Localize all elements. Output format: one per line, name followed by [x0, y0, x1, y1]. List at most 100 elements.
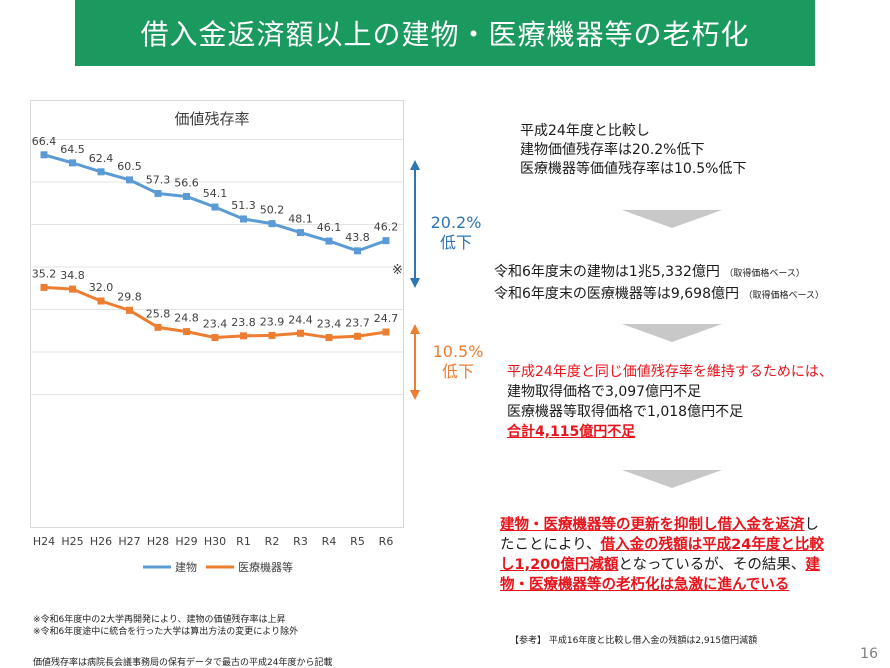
building-decline-label: 低下 [440, 233, 472, 252]
x-tick-label: R5 [350, 535, 365, 548]
x-tick-label: R2 [265, 535, 280, 548]
x-tick-label: R1 [236, 535, 251, 548]
conclusion-block: 建物・医療機器等の更新を抑制し借入金を返済し たことにより、借入金の残額は平成2… [500, 515, 824, 595]
source-note: 価値残存率は病院長会議事務局の保有データで最古の平成24年度から記載 [33, 658, 333, 668]
data-point [297, 229, 304, 237]
summary-line: 平成24年度と比較し [520, 123, 650, 139]
data-label: 24.7 [374, 312, 399, 325]
chart-legend: 建物 医療機器等 [143, 560, 293, 574]
conclusion-text-emph: 建物・医療機器等の更新を抑制し借入金を返済 [500, 517, 805, 533]
data-label: 23.4 [317, 318, 342, 331]
conclusion-line-2: たことにより、借入金の残額は平成24年度と比較 [500, 535, 824, 555]
data-label: 46.1 [317, 221, 342, 234]
chart-gridlines [30, 139, 403, 395]
data-point [268, 331, 276, 339]
page-number: 16 [860, 646, 878, 662]
data-label: 43.8 [345, 231, 370, 244]
x-tick-label: H30 [204, 535, 226, 548]
data-point [211, 203, 219, 211]
data-label: 24.8 [174, 312, 199, 325]
equipment-decline-pct: 10.5% [433, 342, 484, 361]
data-label: 46.2 [374, 221, 399, 234]
data-point [240, 332, 247, 340]
equipment-value-note: （取得価格ベース） [743, 291, 825, 301]
x-tick-label: H25 [61, 535, 83, 548]
data-label: 35.2 [32, 267, 57, 280]
conclusion-text-emph: 建 [805, 557, 820, 573]
shortfall-block: 平成24年度と同じ価値残存率を維持するためには、 建物取得価格で3,097億円不… [507, 362, 833, 442]
data-point [325, 334, 333, 342]
data-label: 29.8 [117, 290, 142, 303]
shortfall-heading: 平成24年度と同じ価値残存率を維持するためには、 [507, 364, 833, 380]
data-point [325, 237, 333, 245]
summary-line: 医療機器等価値残存率は10.5%低下 [520, 161, 747, 177]
data-point [154, 189, 162, 197]
shortfall-equipment: 医療機器等取得価格で1,018億円不足 [507, 404, 744, 420]
title-bar: 借入金返済額以上の建物・医療機器等の老朽化 [75, 0, 815, 66]
data-point [382, 328, 390, 336]
x-axis-labels: H24 H25 H26 H27 H28 H29 H30 R1 R2 R3 R4 R5 R6 [33, 535, 393, 548]
data-point [183, 192, 190, 200]
footnote-2: ※令和6年度途中に統合を行った大学は算出方法の変更により除外 [33, 627, 299, 637]
conclusion-text: し [804, 517, 820, 533]
data-label: 56.6 [174, 176, 199, 189]
data-label: 23.9 [260, 315, 285, 328]
chart-frame [30, 100, 404, 528]
x-tick-label: H29 [175, 535, 197, 548]
conclusion-text: となっているが、その結果、 [618, 557, 806, 573]
building-value-note: （取得価格ベース） [724, 269, 805, 279]
data-label: 57.3 [146, 173, 171, 186]
data-point [69, 285, 76, 293]
data-point [354, 332, 361, 340]
shortfall-total: 合計4,115億円不足 [507, 424, 636, 440]
conclusion-line-1: 建物・医療機器等の更新を抑制し借入金を返済し [500, 515, 824, 535]
data-label: 34.8 [60, 269, 85, 282]
data-point [126, 176, 133, 184]
building-value-line: 令和6年度末の建物は1兆5,332億円 （取得価格ベース） [494, 262, 824, 284]
data-label: 23.4 [203, 318, 228, 331]
conclusion-line-4: 物・医療機器等の老朽化は急激に進んでいる [500, 575, 824, 595]
data-point [69, 159, 76, 167]
conclusion-text-emph: し1,200億円減額 [500, 557, 619, 573]
data-point [183, 328, 190, 336]
data-point [126, 306, 133, 314]
data-label: 54.1 [203, 187, 228, 200]
data-point [268, 220, 276, 228]
x-tick-label: R4 [322, 535, 337, 548]
slide-title: 借入金返済額以上の建物・医療機器等の老朽化 [140, 18, 750, 51]
data-point [97, 168, 105, 176]
flow-arrow-3 [622, 470, 722, 488]
x-tick-label: H28 [147, 535, 169, 548]
building-decline-pct: 20.2% [431, 213, 482, 232]
data-label: 24.4 [288, 313, 313, 326]
building-value-text: 令和6年度末の建物は1兆5,332億円 [494, 264, 720, 280]
data-label: 25.8 [146, 307, 171, 320]
legend-label-building: 建物 [175, 560, 197, 574]
decline-annotations: 20.2% 低下 ※ 10.5% 低下 [392, 160, 483, 400]
conclusion-line-3: し1,200億円減額となっているが、その結果、建 [500, 555, 824, 575]
x-tick-label: R6 [379, 535, 394, 548]
conclusion-text-emph: 物・医療機器等の老朽化は急激に進んでいる [500, 577, 790, 593]
summary-line: 建物価値残存率は20.2%低下 [520, 142, 705, 158]
equipment-arrow-head-top [410, 324, 420, 334]
data-label: 66.4 [32, 135, 57, 148]
data-point [354, 247, 361, 255]
legend-label-equipment: 医療機器等 [238, 560, 293, 574]
data-point [297, 329, 304, 337]
data-label: 60.5 [117, 160, 142, 173]
equipment-value-text: 令和6年度末の医療機器等は9,698億円 [494, 286, 739, 302]
data-point [40, 283, 48, 291]
data-label: 32.0 [89, 281, 114, 294]
conclusion-text-emph: 借入金の残額は平成24年度と比較 [600, 537, 824, 553]
data-label: 48.1 [288, 213, 313, 226]
data-point [40, 151, 48, 159]
x-tick-label: H26 [90, 535, 112, 548]
data-point [382, 237, 390, 245]
last-point-mark: ※ [392, 263, 403, 278]
data-label: 64.5 [60, 143, 85, 156]
flow-arrow-1 [622, 210, 722, 228]
equipment-decline-label: 低下 [442, 362, 474, 381]
comparison-summary: 平成24年度と比較し 建物価値残存率は20.2%低下 医療機器等価値残存率は10… [520, 122, 746, 179]
building-arrow-head-bottom [410, 278, 420, 288]
data-point [97, 297, 105, 305]
